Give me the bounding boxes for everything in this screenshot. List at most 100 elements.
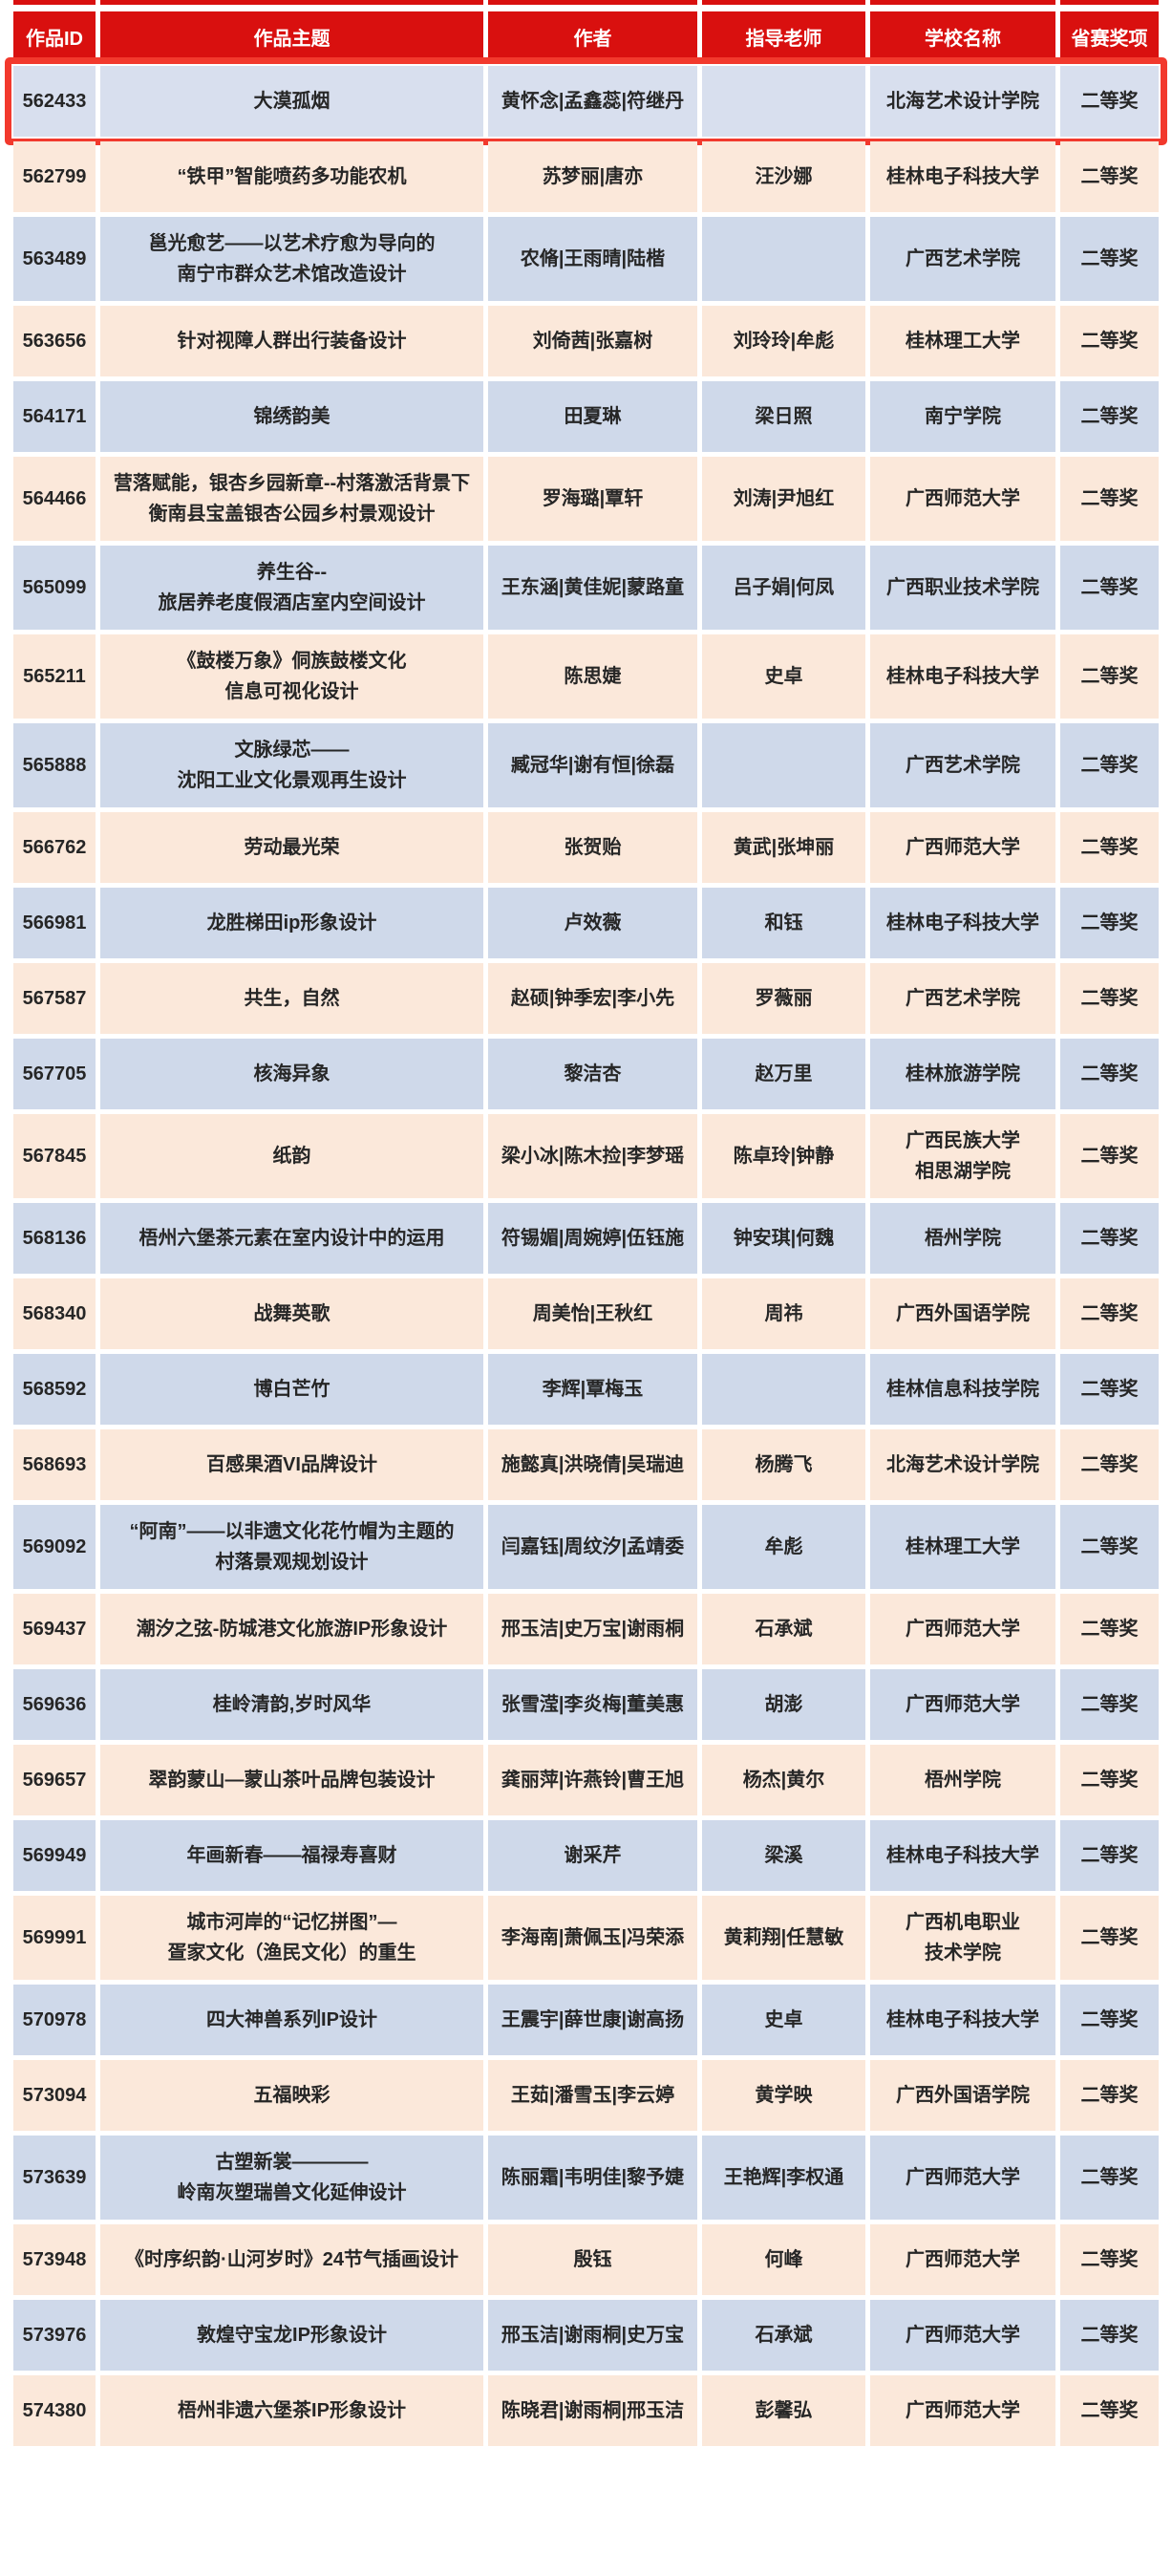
- cell-authors: 邢玉洁|谢雨桐|史万宝: [488, 2300, 697, 2371]
- table-row: 568693 百感果酒VI品牌设计 施懿真|洪晓倩|吴瑞迪 杨腾飞 北海艺术设计…: [13, 1429, 1159, 1500]
- cell-work-id: 565211: [13, 634, 96, 719]
- cell-instructors: 史卓: [702, 1985, 865, 2055]
- cell-award-badge: 二等奖: [1060, 634, 1159, 719]
- cell-award-badge: 二等奖: [1060, 963, 1159, 1034]
- table-body: 562433 大漠孤烟 黄怀念|孟鑫蕊|符继丹 北海艺术设计学院 二等奖 562…: [5, 57, 1167, 2446]
- cell-work-id: 570978: [13, 1985, 96, 2055]
- table-row: 568592 博白芒竹 李辉|覃梅玉 桂林信息科技学院 二等奖: [13, 1354, 1159, 1425]
- cell-work-id: 562433: [13, 66, 96, 137]
- cell-award-badge: 二等奖: [1060, 306, 1159, 376]
- cell-instructors: 王艳辉|李权通: [702, 2136, 865, 2220]
- table-row: 565211 《鼓楼万象》侗族鼓楼文化 信息可视化设计 陈思婕 史卓 桂林电子科…: [13, 634, 1159, 719]
- cell-authors: 李辉|覃梅玉: [488, 1354, 697, 1425]
- cell-instructors: 汪沙娜: [702, 141, 865, 212]
- cell-authors: 陈思婕: [488, 634, 697, 719]
- cell-award-badge: 二等奖: [1060, 381, 1159, 452]
- cell-theme: 古塑新裳———— 岭南灰塑瑞兽文化延伸设计: [100, 2136, 483, 2220]
- cell-school: 广西民族大学 相思湖学院: [870, 1114, 1055, 1198]
- cell-award-badge: 二等奖: [1060, 2300, 1159, 2371]
- cell-award-badge: 二等奖: [1060, 2224, 1159, 2295]
- cell-theme: 百感果酒VI品牌设计: [100, 1429, 483, 1500]
- table-row: 569092 “阿南”——以非遗文化花竹帽为主题的 村落景观规划设计 闫嘉钰|周…: [13, 1505, 1159, 1589]
- cell-theme: 劳动最光荣: [100, 812, 483, 883]
- table-row: 562433 大漠孤烟 黄怀念|孟鑫蕊|符继丹 北海艺术设计学院 二等奖: [5, 57, 1167, 145]
- cell-instructors: 梁溪: [702, 1820, 865, 1891]
- cell-theme: 敦煌守宝龙IP形象设计: [100, 2300, 483, 2371]
- cell-award-badge: 二等奖: [1060, 457, 1159, 541]
- cropped-cell-remnant: [1060, 0, 1159, 5]
- cell-work-id: 574380: [13, 2375, 96, 2446]
- cell-work-id: 573976: [13, 2300, 96, 2371]
- cell-authors: 卢效薇: [488, 888, 697, 958]
- cell-instructors: 刘玲玲|牟彪: [702, 306, 865, 376]
- cell-work-id: 568340: [13, 1278, 96, 1349]
- cell-award-badge: 二等奖: [1060, 1505, 1159, 1589]
- cell-work-id: 566762: [13, 812, 96, 883]
- table-row: 565099 养生谷-- 旅居养老度假酒店室内空间设计 王东涵|黄佳妮|蒙路童 …: [13, 546, 1159, 630]
- table-row: 569949 年画新春——福禄寿喜财 谢采芹 梁溪 桂林电子科技大学 二等奖: [13, 1820, 1159, 1891]
- header-school: 学校名称: [870, 11, 1055, 61]
- cell-award-badge: 二等奖: [1060, 1039, 1159, 1109]
- cell-instructors: 周祎: [702, 1278, 865, 1349]
- cell-work-id: 565099: [13, 546, 96, 630]
- cell-theme: 梧州六堡茶元素在室内设计中的运用: [100, 1203, 483, 1274]
- cell-theme: 《时序织韵·山河岁时》24节气插画设计: [100, 2224, 483, 2295]
- cell-authors: 施懿真|洪晓倩|吴瑞迪: [488, 1429, 697, 1500]
- awards-table-page: 作品ID 作品主题 作者 指导老师 学校名称 省赛奖项 562433 大漠孤烟 …: [5, 0, 1167, 2446]
- cell-authors: 符锡媚|周婉婷|伍钰施: [488, 1203, 697, 1274]
- cell-award-badge: 二等奖: [1060, 141, 1159, 212]
- cell-authors: 农脩|王雨晴|陆楷: [488, 217, 697, 301]
- cell-school: 桂林旅游学院: [870, 1039, 1055, 1109]
- cell-work-id: 569437: [13, 1594, 96, 1664]
- cell-school: 广西外国语学院: [870, 1278, 1055, 1349]
- cell-work-id: 562799: [13, 141, 96, 212]
- cell-authors: 王震宇|薛世康|谢高扬: [488, 1985, 697, 2055]
- table-row: 564466 营落赋能，银杏乡园新章--村落激活背景下 衡南县宝盖银杏公园乡村景…: [13, 457, 1159, 541]
- cell-theme: “阿南”——以非遗文化花竹帽为主题的 村落景观规划设计: [100, 1505, 483, 1589]
- table-row: 568136 梧州六堡茶元素在室内设计中的运用 符锡媚|周婉婷|伍钰施 钟安琪|…: [13, 1203, 1159, 1274]
- cell-instructors: 何峰: [702, 2224, 865, 2295]
- cell-school: 南宁学院: [870, 381, 1055, 452]
- cell-theme: 龙胜梯田ip形象设计: [100, 888, 483, 958]
- cell-award-badge: 二等奖: [1060, 2375, 1159, 2446]
- cell-theme: 五福映彩: [100, 2060, 483, 2131]
- cell-instructors: 钟安琪|何魏: [702, 1203, 865, 1274]
- header-authors: 作者: [488, 11, 697, 61]
- cell-school: 桂林电子科技大学: [870, 141, 1055, 212]
- cell-authors: 陈丽霜|韦明佳|黎予婕: [488, 2136, 697, 2220]
- cell-theme: 战舞英歌: [100, 1278, 483, 1349]
- cell-authors: 罗海璐|覃轩: [488, 457, 697, 541]
- cell-work-id: 569636: [13, 1669, 96, 1740]
- cell-theme: 四大神兽系列IP设计: [100, 1985, 483, 2055]
- cell-instructors: 石承斌: [702, 1594, 865, 1664]
- cell-authors: 李海南|萧佩玉|冯荣添: [488, 1896, 697, 1980]
- cell-work-id: 563489: [13, 217, 96, 301]
- cell-work-id: 569949: [13, 1820, 96, 1891]
- cell-authors: 黄怀念|孟鑫蕊|符继丹: [488, 66, 697, 137]
- cell-theme: 养生谷-- 旅居养老度假酒店室内空间设计: [100, 546, 483, 630]
- table-row: 563489 邕光愈艺——以艺术疗愈为导向的 南宁市群众艺术馆改造设计 农脩|王…: [13, 217, 1159, 301]
- cell-theme: 核海异象: [100, 1039, 483, 1109]
- cell-work-id: 573948: [13, 2224, 96, 2295]
- cell-school: 广西师范大学: [870, 812, 1055, 883]
- cell-award-badge: 二等奖: [1060, 1278, 1159, 1349]
- cell-authors: 龚丽萍|许燕铃|曹王旭: [488, 1745, 697, 1815]
- cell-instructors: 梁日照: [702, 381, 865, 452]
- cell-work-id: 563656: [13, 306, 96, 376]
- cell-award-badge: 二等奖: [1060, 1985, 1159, 2055]
- cell-award-badge: 二等奖: [1060, 888, 1159, 958]
- cell-work-id: 573094: [13, 2060, 96, 2131]
- table-header: 作品ID 作品主题 作者 指导老师 学校名称 省赛奖项: [13, 11, 1159, 61]
- cell-theme: 桂岭清韵,岁时风华: [100, 1669, 483, 1740]
- cell-school: 广西师范大学: [870, 2136, 1055, 2220]
- table-row: 567845 纸韵 梁小冰|陈木捡|李梦瑶 陈卓玲|钟静 广西民族大学 相思湖学…: [13, 1114, 1159, 1198]
- cell-school: 广西师范大学: [870, 2375, 1055, 2446]
- cell-instructors: 史卓: [702, 634, 865, 719]
- cell-award-badge: 二等奖: [1060, 1896, 1159, 1980]
- cell-award-badge: 二等奖: [1060, 2060, 1159, 2131]
- cell-instructors: 石承斌: [702, 2300, 865, 2371]
- cell-school: 广西师范大学: [870, 1669, 1055, 1740]
- cell-work-id: 567845: [13, 1114, 96, 1198]
- cell-instructors: [702, 217, 865, 301]
- cell-authors: 张贺贻: [488, 812, 697, 883]
